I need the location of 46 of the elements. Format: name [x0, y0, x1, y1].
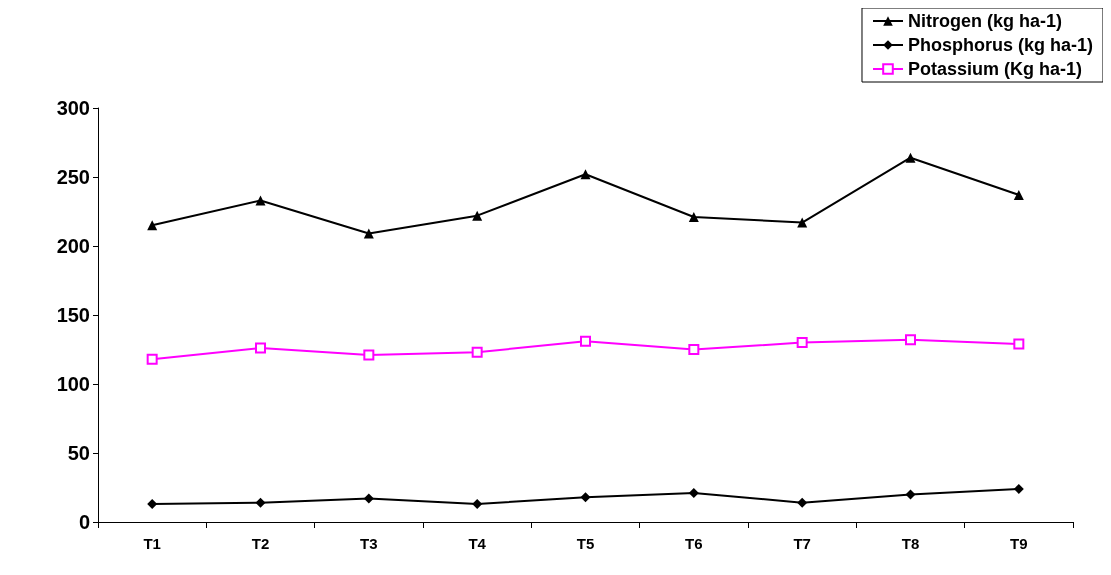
point — [1013, 189, 1024, 200]
x-tick-label: T8 — [901, 535, 920, 552]
point — [363, 349, 375, 361]
point — [472, 210, 483, 221]
x-tick-label: T9 — [1010, 535, 1028, 552]
point — [580, 492, 591, 503]
legend-label: Potassium (Kg ha-1) — [907, 59, 1083, 79]
point — [363, 493, 374, 504]
point — [688, 488, 699, 499]
point — [363, 228, 374, 239]
point — [472, 499, 483, 510]
point — [797, 497, 808, 508]
x-tick-label: T5 — [576, 535, 595, 552]
point — [147, 499, 158, 510]
point — [255, 497, 266, 508]
x-tick-label: T2 — [251, 535, 270, 552]
legend-label: Nitrogen (kg ha-1) — [907, 11, 1063, 31]
point — [905, 334, 916, 346]
point — [147, 220, 158, 231]
point — [796, 337, 808, 349]
x-tick-label: T7 — [793, 535, 811, 552]
point — [580, 335, 591, 347]
point — [688, 344, 700, 355]
legend-label: Phosphorus (kg ha-1) — [907, 35, 1094, 55]
x-tick-label: T4 — [468, 535, 487, 552]
point — [905, 152, 916, 163]
point — [255, 195, 266, 206]
point — [1013, 483, 1024, 494]
point — [471, 346, 483, 358]
x-tick-label: T3 — [360, 535, 378, 552]
y-tick-label: 200 — [56, 235, 90, 257]
x-tick-label: T6 — [685, 535, 703, 552]
point — [255, 342, 266, 354]
y-tick-label: 150 — [56, 304, 90, 326]
y-tick-label: 100 — [56, 373, 90, 395]
point — [146, 353, 158, 365]
x-tick-label: T1 — [143, 535, 161, 552]
y-tick-label: 0 — [78, 511, 90, 533]
point — [688, 212, 699, 223]
y-tick-label: 300 — [56, 97, 90, 119]
y-tick-label: 50 — [67, 442, 90, 464]
point — [797, 217, 808, 228]
point — [905, 489, 916, 500]
y-tick-label: 250 — [56, 166, 90, 188]
point — [580, 169, 591, 180]
point — [1013, 338, 1025, 350]
